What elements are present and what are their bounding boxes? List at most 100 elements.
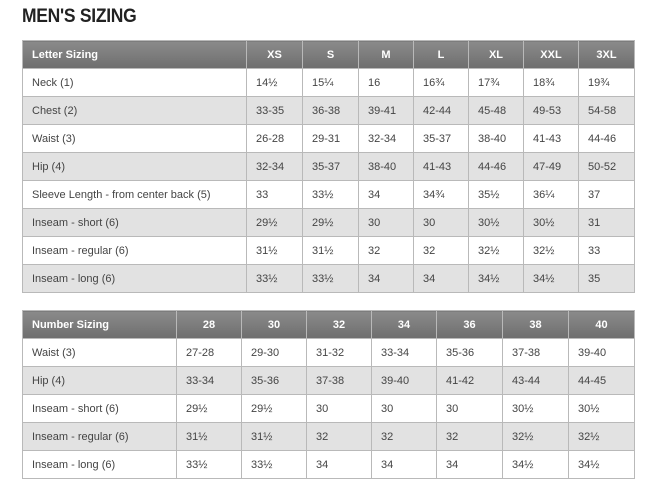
size-value-cell: 31½ [241, 422, 307, 451]
table-row: Sleeve Length - from center back (5) 33 33… [22, 180, 635, 209]
size-value-cell: 26-28 [246, 124, 303, 153]
size-value-cell: 34 [358, 180, 414, 209]
size-value-cell: 16 [358, 68, 414, 97]
size-value-cell: 16¾ [413, 68, 469, 97]
letter-sizing-table: Letter Sizing XS S M L XL XXL 3XL Neck (1) 14½ 15… [22, 40, 635, 293]
size-value-cell: 41-42 [436, 366, 503, 395]
size-value-cell: 31 [578, 208, 635, 237]
size-value-cell: 32½ [502, 422, 569, 451]
size-column-header: 3XL [578, 40, 635, 69]
size-column-header: XS [246, 40, 303, 69]
size-value-cell: 30 [306, 394, 372, 423]
size-value-cell: 30½ [468, 208, 524, 237]
size-value-cell: 29½ [302, 208, 359, 237]
size-value-cell: 42-44 [413, 96, 469, 125]
size-value-cell: 44-46 [468, 152, 524, 181]
size-column-header: L [413, 40, 469, 69]
size-value-cell: 30 [436, 394, 503, 423]
size-value-cell: 37-38 [502, 338, 569, 367]
size-value-cell: 32 [371, 422, 437, 451]
measurement-label: Inseam - regular (6) [22, 422, 177, 451]
size-value-cell: 34½ [502, 450, 569, 479]
size-column-header: M [358, 40, 414, 69]
size-value-cell: 30½ [502, 394, 569, 423]
table-row: Inseam - short (6) 29½ 29½ 30 30 30 30½ 30½ [22, 394, 635, 423]
size-value-cell: 35 [578, 264, 635, 293]
size-column-header: 38 [502, 310, 569, 339]
measurement-label: Sleeve Length - from center back (5) [22, 180, 247, 209]
size-column-header: XL [468, 40, 524, 69]
size-column-header: XXL [523, 40, 579, 69]
size-value-cell: 32 [306, 422, 372, 451]
table-header-row: Number Sizing 28 30 32 34 36 38 40 [22, 310, 635, 339]
size-value-cell: 18¾ [523, 68, 579, 97]
size-value-cell: 31½ [176, 422, 242, 451]
page-title: MEN'S SIZING [22, 6, 137, 27]
table-row: Hip (4) 33-34 35-36 37-38 39-40 41-42 43-44 44-… [22, 366, 635, 395]
size-value-cell: 31½ [246, 236, 303, 265]
size-value-cell: 30½ [568, 394, 635, 423]
size-value-cell: 34 [358, 264, 414, 293]
size-column-header: 36 [436, 310, 503, 339]
size-value-cell: 44-46 [578, 124, 635, 153]
size-value-cell: 34¾ [413, 180, 469, 209]
size-column-header: 30 [241, 310, 307, 339]
size-value-cell: 35-36 [436, 338, 503, 367]
size-value-cell: 39-41 [358, 96, 414, 125]
size-value-cell: 30 [413, 208, 469, 237]
size-column-header: 32 [306, 310, 372, 339]
size-value-cell: 34 [413, 264, 469, 293]
size-value-cell: 32½ [523, 236, 579, 265]
size-value-cell: 49-53 [523, 96, 579, 125]
size-value-cell: 33-35 [246, 96, 303, 125]
size-value-cell: 34½ [523, 264, 579, 293]
size-value-cell: 30½ [523, 208, 579, 237]
size-value-cell: 30 [371, 394, 437, 423]
size-value-cell: 34 [306, 450, 372, 479]
size-value-cell: 32 [358, 236, 414, 265]
table-row: Waist (3) 27-28 29-30 31-32 33-34 35-36 37-38 3… [22, 338, 635, 367]
size-value-cell: 45-48 [468, 96, 524, 125]
table-header-row: Letter Sizing XS S M L XL XXL 3XL [22, 40, 635, 69]
size-value-cell: 29½ [176, 394, 242, 423]
size-value-cell: 36-38 [302, 96, 359, 125]
size-value-cell: 35-37 [302, 152, 359, 181]
measurement-label: Neck (1) [22, 68, 247, 97]
table-row: Inseam - regular (6) 31½ 31½ 32 32 32½ 32½ 33 [22, 236, 635, 265]
size-value-cell: 30 [358, 208, 414, 237]
size-value-cell: 19¾ [578, 68, 635, 97]
size-value-cell: 41-43 [523, 124, 579, 153]
size-value-cell: 33 [578, 236, 635, 265]
size-value-cell: 33½ [176, 450, 242, 479]
table-title-header: Number Sizing [22, 310, 177, 339]
measurement-label: Inseam - long (6) [22, 450, 177, 479]
size-value-cell: 33½ [241, 450, 307, 479]
size-column-header: 34 [371, 310, 437, 339]
table-row: Inseam - short (6) 29½ 29½ 30 30 30½ 30½ 31 [22, 208, 635, 237]
table-row: Inseam - long (6) 33½ 33½ 34 34 34½ 34½ 35 [22, 264, 635, 293]
size-value-cell: 31-32 [306, 338, 372, 367]
size-value-cell: 17¾ [468, 68, 524, 97]
size-value-cell: 50-52 [578, 152, 635, 181]
size-value-cell: 35½ [468, 180, 524, 209]
size-value-cell: 34 [371, 450, 437, 479]
table-title-header: Letter Sizing [22, 40, 247, 69]
measurement-label: Hip (4) [22, 152, 247, 181]
measurement-label: Inseam - long (6) [22, 264, 247, 293]
measurement-label: Waist (3) [22, 338, 177, 367]
size-value-cell: 14½ [246, 68, 303, 97]
size-value-cell: 43-44 [502, 366, 569, 395]
size-value-cell: 29-30 [241, 338, 307, 367]
table-row: Waist (3) 26-28 29-31 32-34 35-37 38-40 41-43 4… [22, 124, 635, 153]
measurement-label: Hip (4) [22, 366, 177, 395]
size-value-cell: 29½ [241, 394, 307, 423]
size-column-header: 28 [176, 310, 242, 339]
size-value-cell: 33-34 [371, 338, 437, 367]
size-value-cell: 31½ [302, 236, 359, 265]
measurement-label: Inseam - regular (6) [22, 236, 247, 265]
table-row: Chest (2) 33-35 36-38 39-41 42-44 45-48 49-53 5… [22, 96, 635, 125]
table-row: Inseam - long (6) 33½ 33½ 34 34 34 34½ 34½ [22, 450, 635, 479]
size-value-cell: 38-40 [358, 152, 414, 181]
size-value-cell: 37-38 [306, 366, 372, 395]
measurement-label: Inseam - short (6) [22, 208, 247, 237]
